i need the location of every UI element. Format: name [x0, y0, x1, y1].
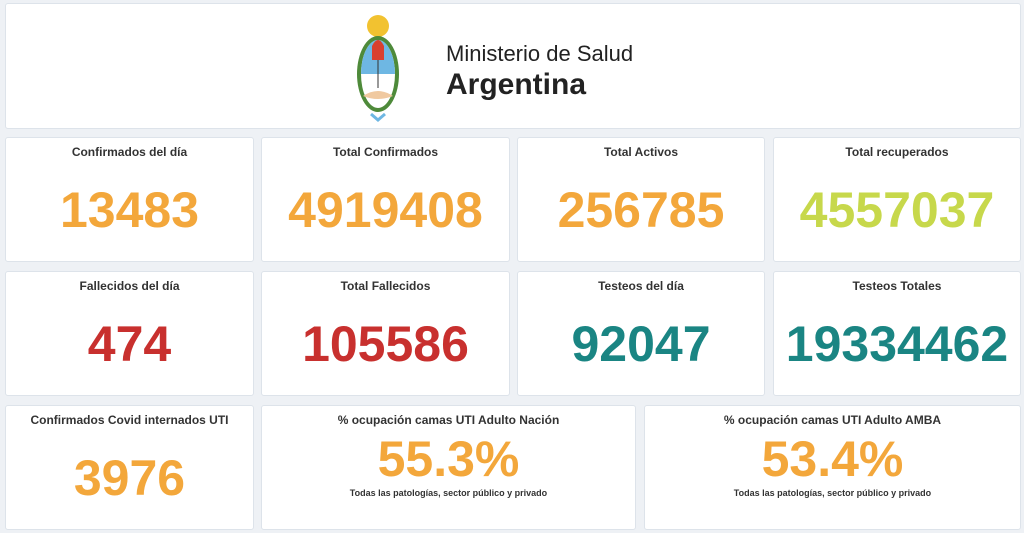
stat-value: 53.4%: [761, 431, 904, 487]
stat-card: Total Activos 256785: [517, 137, 765, 262]
stat-card: Total Confirmados 4919408: [261, 137, 510, 262]
stat-value: 55.3%: [377, 431, 520, 487]
stat-card: Total Fallecidos 105586: [261, 271, 510, 396]
stat-title: Total recuperados: [845, 145, 949, 159]
stat-value: 92047: [571, 316, 711, 372]
ministry-name: Ministerio de Salud: [446, 41, 634, 66]
stat-title: Total Fallecidos: [340, 279, 431, 293]
stat-title: Total Confirmados: [332, 145, 439, 159]
stat-title: % ocupación camas UTI Adulto AMBA: [723, 413, 942, 427]
stat-value: 474: [87, 316, 172, 372]
stat-card: Total recuperados 4557037: [773, 137, 1021, 262]
stat-card: Testeos Totales 19334462: [773, 271, 1021, 396]
stat-title: Testeos Totales: [852, 279, 942, 293]
header-banner: Ministerio de Salud Argentina: [5, 3, 1021, 129]
stat-card: Confirmados del día 13483: [5, 137, 254, 262]
stat-card: % ocupación camas UTI Adulto Nación 55.3…: [261, 405, 636, 530]
stat-title: % ocupación camas UTI Adulto Nación: [337, 413, 560, 427]
stat-value: 105586: [302, 316, 469, 372]
stat-card: Testeos del día 92047: [517, 271, 765, 396]
stat-card: Confirmados Covid internados UTI 3976: [5, 405, 254, 530]
stat-title: Confirmados Covid internados UTI: [30, 413, 229, 427]
stat-value: 3976: [73, 450, 186, 506]
stat-title: Confirmados del día: [71, 145, 188, 159]
stat-subtitle: Todas las patologías, sector público y p…: [733, 488, 932, 498]
stat-value: 19334462: [785, 316, 1009, 372]
stat-title: Testeos del día: [598, 279, 684, 293]
coat-of-arms-logo: [357, 15, 399, 122]
country-name: Argentina: [446, 68, 587, 101]
stat-value: 4557037: [799, 182, 995, 238]
stat-card: % ocupación camas UTI Adulto AMBA 53.4% …: [644, 405, 1021, 530]
stat-value: 13483: [59, 182, 200, 238]
stat-value: 4919408: [288, 182, 483, 238]
stat-value: 256785: [557, 182, 725, 238]
stat-title: Total Activos: [603, 145, 678, 159]
stat-card: Fallecidos del día 474: [5, 271, 254, 396]
stat-subtitle: Todas las patologías, sector público y p…: [349, 488, 548, 498]
stat-title: Fallecidos del día: [79, 279, 180, 293]
